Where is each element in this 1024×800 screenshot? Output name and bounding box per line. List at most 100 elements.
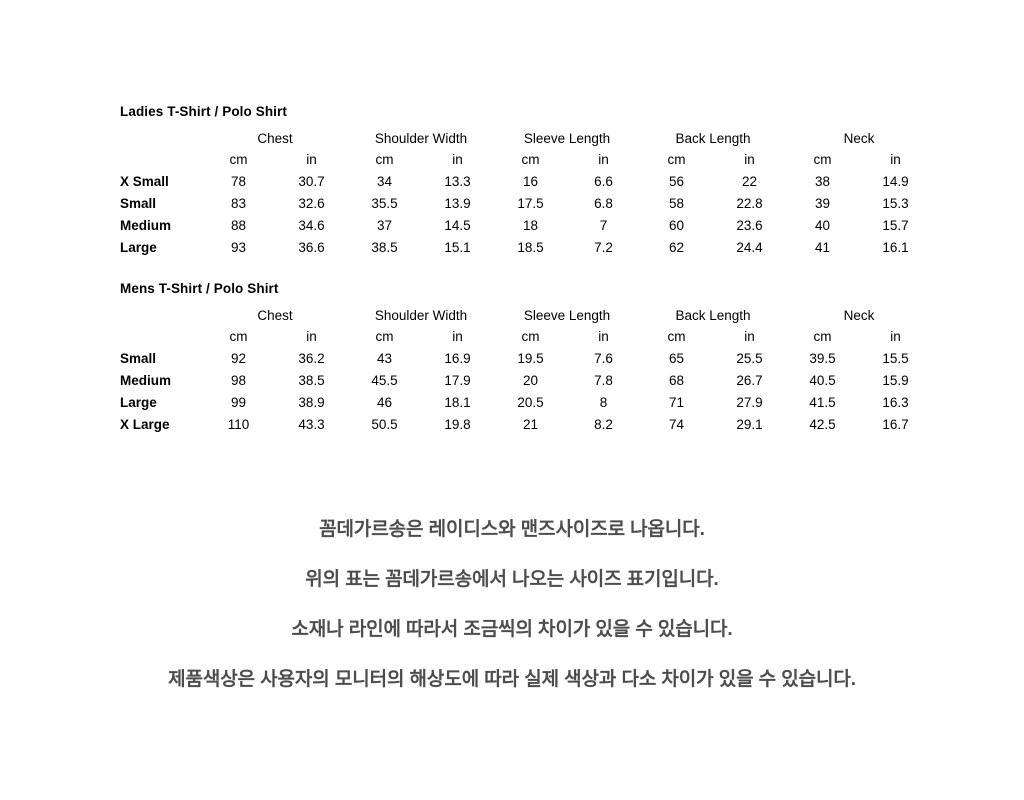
size-label: Small: [120, 351, 157, 366]
cell-sleeve-cm: 16: [522, 174, 539, 189]
cell-sleeve-cm: 21: [522, 417, 539, 432]
group-header-back-length: Back Length: [675, 131, 751, 146]
unit-back-cm: cm: [667, 152, 686, 167]
cell-shoulder-cm: 43: [376, 351, 393, 366]
note-line-4: 제품색상은 사용자의 모니터의 해상도에 따라 실제 색상과 다소 차이가 있을…: [168, 669, 856, 690]
group-header-sleeve-length: Sleeve Length: [523, 308, 611, 323]
table-row: Small 83 32.6 35.5 13.9 17.5 6.8 58 22.8…: [120, 193, 932, 215]
cell-back-in: 29.1: [736, 417, 763, 432]
cell-back-cm: 60: [669, 218, 685, 233]
cell-back-cm: 65: [669, 351, 685, 366]
cell-chest-in: 38.9: [298, 395, 325, 410]
cell-chest-cm: 78: [230, 174, 247, 189]
unit-shoulder-cm: cm: [375, 152, 394, 167]
cell-chest-cm: 93: [230, 240, 247, 255]
cell-chest-in: 36.2: [298, 351, 325, 366]
cell-back-in: 27.9: [736, 395, 763, 410]
cell-sleeve-in: 6.8: [594, 196, 613, 211]
size-label: Medium: [120, 218, 172, 233]
unit-header-row: cm in cm in cm in cm in cm in: [120, 149, 932, 171]
cell-sleeve-in: 8.2: [594, 417, 613, 432]
cell-shoulder-cm: 35.5: [371, 196, 398, 211]
mens-size-table: Chest Shoulder Width Sleeve Length Back …: [120, 305, 932, 436]
cell-back-in: 24.4: [736, 240, 763, 255]
mens-size-chart: Mens T-Shirt / Polo Shirt Chest Shoulder…: [120, 281, 932, 436]
size-label: Small: [120, 196, 157, 211]
group-header-shoulder-width: Shoulder Width: [374, 131, 468, 146]
measurement-group-header-row: Chest Shoulder Width Sleeve Length Back …: [120, 305, 932, 326]
cell-neck-cm: 41.5: [809, 395, 836, 410]
unit-back-in: in: [744, 329, 755, 344]
cell-neck-in: 15.3: [882, 196, 909, 211]
unit-neck-in: in: [890, 329, 901, 344]
cell-neck-cm: 38: [815, 174, 831, 189]
cell-sleeve-in: 7.2: [594, 240, 613, 255]
cell-shoulder-in: 17.9: [444, 373, 471, 388]
unit-sleeve-cm: cm: [521, 329, 540, 344]
cell-shoulder-in: 19.8: [444, 417, 471, 432]
cell-neck-cm: 40: [815, 218, 831, 233]
cell-back-cm: 71: [669, 395, 685, 410]
cell-back-in: 26.7: [736, 373, 763, 388]
cell-sleeve-cm: 20.5: [517, 395, 544, 410]
mens-chart-title: Mens T-Shirt / Polo Shirt: [120, 281, 279, 296]
cell-sleeve-cm: 18: [522, 218, 539, 233]
cell-chest-cm: 83: [230, 196, 247, 211]
cell-back-cm: 68: [669, 373, 685, 388]
ladies-size-chart: Ladies T-Shirt / Polo Shirt Chest Should…: [120, 104, 932, 259]
cell-shoulder-in: 15.1: [444, 240, 471, 255]
cell-neck-cm: 39: [815, 196, 831, 211]
cell-shoulder-cm: 50.5: [371, 417, 398, 432]
unit-row-spacer: [120, 326, 202, 348]
unit-neck-in: in: [890, 152, 901, 167]
cell-chest-cm: 98: [230, 373, 247, 388]
cell-back-cm: 74: [669, 417, 685, 432]
cell-shoulder-cm: 37: [376, 218, 393, 233]
cell-sleeve-cm: 19.5: [517, 351, 544, 366]
size-label: Large: [120, 240, 157, 255]
cell-back-in: 22.8: [736, 196, 763, 211]
cell-back-cm: 62: [669, 240, 685, 255]
unit-shoulder-cm: cm: [375, 329, 394, 344]
cell-chest-cm: 99: [230, 395, 247, 410]
cell-back-in: 22: [742, 174, 758, 189]
table-row: X Large 110 43.3 50.5 19.8 21 8.2 74 29.…: [120, 414, 932, 436]
note-line-1: 꼼데가르송은 레이디스와 맨즈사이즈로 나옵니다.: [319, 519, 705, 540]
notes-section: 꼼데가르송은 레이디스와 맨즈사이즈로 나옵니다. 위의 표는 꼼데가르송에서 …: [0, 505, 1024, 705]
size-label: X Small: [120, 174, 169, 189]
unit-sleeve-in: in: [598, 152, 609, 167]
unit-shoulder-in: in: [452, 329, 463, 344]
cell-neck-cm: 40.5: [809, 373, 836, 388]
cell-chest-cm: 92: [230, 351, 247, 366]
cell-sleeve-in: 8: [599, 395, 608, 410]
cell-chest-in: 34.6: [298, 218, 325, 233]
unit-chest-cm: cm: [229, 152, 248, 167]
cell-back-cm: 58: [669, 196, 685, 211]
table-row: Small 92 36.2 43 16.9 19.5 7.6 65 25.5 3…: [120, 348, 932, 370]
cell-chest-in: 30.7: [298, 174, 325, 189]
cell-shoulder-in: 16.9: [444, 351, 471, 366]
cell-chest-in: 36.6: [298, 240, 325, 255]
note-line-2: 위의 표는 꼼데가르송에서 나오는 사이즈 표기입니다.: [305, 569, 719, 590]
cell-back-cm: 56: [669, 174, 685, 189]
cell-chest-in: 32.6: [298, 196, 325, 211]
cell-back-in: 25.5: [736, 351, 763, 366]
ladies-size-table: Chest Shoulder Width Sleeve Length Back …: [120, 128, 932, 259]
cell-sleeve-in: 6.6: [594, 174, 613, 189]
cell-chest-in: 38.5: [298, 373, 325, 388]
unit-chest-in: in: [306, 152, 317, 167]
cell-neck-in: 16.7: [882, 417, 909, 432]
size-column-header: [120, 305, 202, 326]
group-header-sleeve-length: Sleeve Length: [523, 131, 611, 146]
cell-neck-in: 15.7: [882, 218, 909, 233]
group-header-neck: Neck: [843, 308, 875, 323]
size-label: X Large: [120, 417, 170, 432]
unit-sleeve-cm: cm: [521, 152, 540, 167]
group-header-back-length: Back Length: [675, 308, 751, 323]
group-header-neck: Neck: [843, 131, 875, 146]
cell-neck-cm: 42.5: [809, 417, 836, 432]
unit-header-row: cm in cm in cm in cm in cm in: [120, 326, 932, 348]
cell-shoulder-in: 13.9: [444, 196, 471, 211]
cell-neck-in: 15.5: [882, 351, 909, 366]
cell-neck-in: 14.9: [882, 174, 909, 189]
